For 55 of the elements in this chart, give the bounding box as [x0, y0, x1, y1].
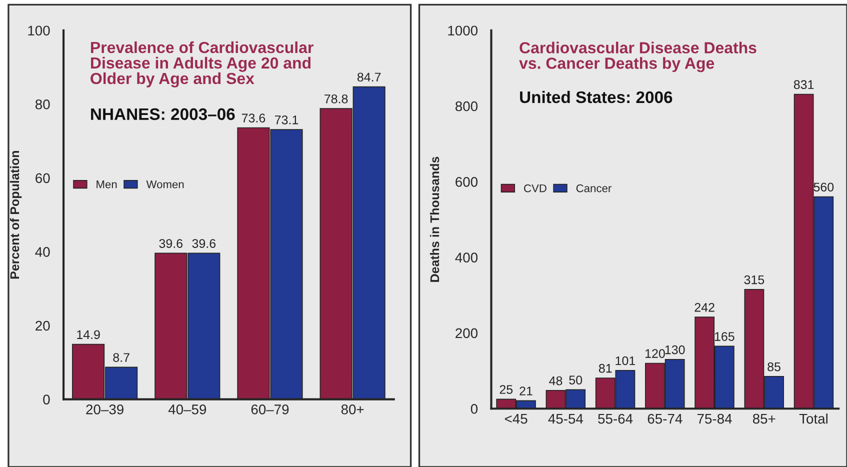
- text: Prevalence of Cardiovascular Disease in Adults Age 20 and Older by Age and Sex: [90, 41, 314, 88]
- data-label: 120: [646, 349, 665, 358]
- x-tick-label: 40–59: [168, 404, 206, 414]
- text: Cardiovascular Disease Deaths vs. Cancer Deaths by Age: [519, 42, 756, 72]
- data-label: 50: [569, 376, 582, 384]
- data-label: 73.1: [274, 115, 298, 124]
- legend-label: Men: [96, 180, 117, 188]
- y-tick-label: 800: [456, 101, 478, 112]
- x-tick-label: 75-84: [697, 414, 732, 424]
- data-label: 21: [520, 386, 532, 396]
- data-label: 81: [598, 364, 612, 373]
- y-axis-title: Percent of Population: [10, 151, 22, 279]
- y-axis-title: Deaths in Thousands: [430, 156, 440, 282]
- x-tick-label: 45-54: [548, 414, 584, 424]
- y-tick-label: 0: [43, 394, 50, 404]
- data-label: 130: [665, 345, 685, 354]
- y-tick-label: 60: [36, 173, 50, 184]
- data-label: 315: [744, 275, 764, 284]
- data-label: 560: [814, 182, 834, 192]
- data-label: 84.7: [357, 72, 381, 82]
- y-tick-label: 0: [470, 404, 478, 414]
- data-label: 165: [714, 332, 734, 341]
- data-label: 39.6: [159, 239, 182, 248]
- x-tick-label: 85+: [752, 414, 776, 424]
- text: United States: 2006: [520, 90, 672, 104]
- data-label: 39.6: [192, 239, 216, 248]
- data-label: 85: [768, 362, 780, 372]
- legend-label: Cancer: [576, 184, 612, 192]
- data-label: 8.7: [113, 353, 130, 362]
- data-label: 25: [500, 385, 513, 394]
- data-label: 14.9: [77, 330, 100, 340]
- y-tick-label: 200: [456, 328, 478, 338]
- y-tick-label: 80: [35, 99, 50, 110]
- x-tick-label: Total: [799, 413, 828, 424]
- y-tick-label: 600: [456, 176, 478, 187]
- text: NHANES: 2003–06: [91, 108, 235, 120]
- y-tick-label: 1000: [448, 26, 478, 36]
- x-tick-label: 80+: [341, 404, 364, 414]
- legend-label: Women: [146, 180, 184, 188]
- legend-label: CVD: [524, 184, 546, 192]
- x-tick-label: 65-74: [648, 414, 682, 424]
- data-label: 73.6: [242, 114, 266, 123]
- y-tick-label: 400: [455, 252, 478, 262]
- x-tick-label: 60–79: [251, 404, 289, 414]
- data-label: 242: [694, 302, 714, 312]
- data-label: 101: [616, 356, 636, 366]
- y-tick-label: 20: [36, 320, 50, 331]
- data-label: 78.8: [324, 94, 348, 104]
- x-tick-label: 55-64: [598, 414, 633, 424]
- data-label: 48: [549, 376, 562, 386]
- data-label: 831: [794, 80, 814, 90]
- x-tick-label: <45: [504, 414, 528, 424]
- y-tick-label: 40: [35, 247, 50, 257]
- x-tick-label: 20–39: [86, 404, 124, 414]
- y-tick-label: 100: [28, 26, 50, 36]
